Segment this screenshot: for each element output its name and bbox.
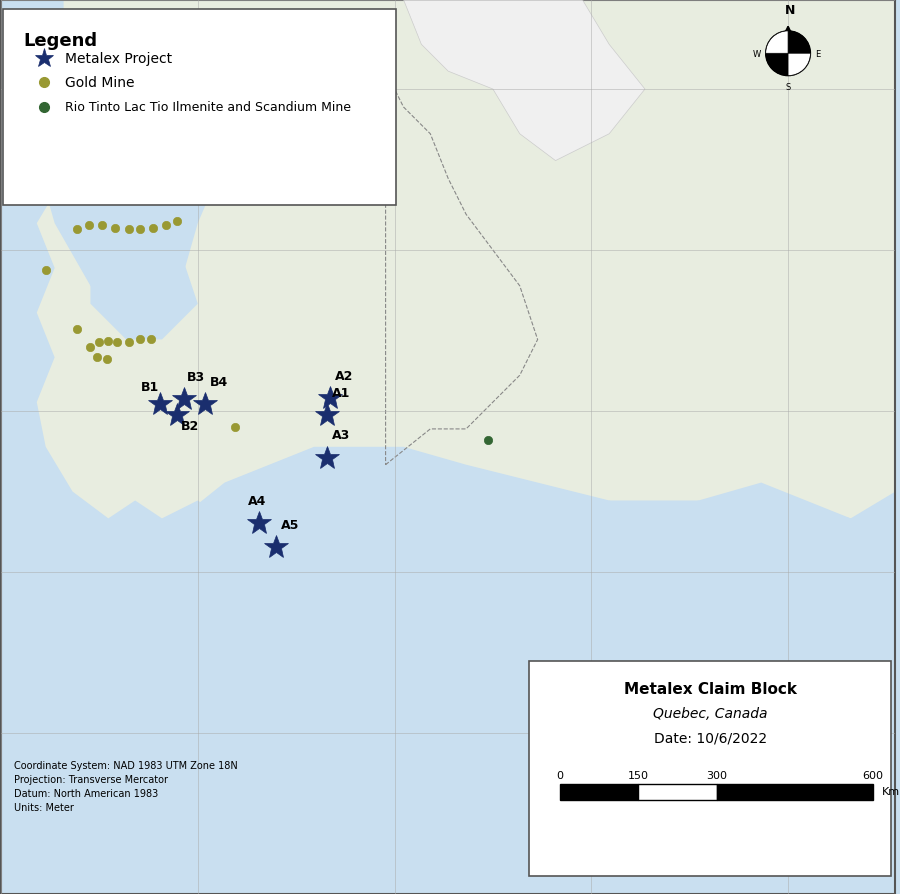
Polygon shape [180,447,895,581]
Text: Metalex Claim Block: Metalex Claim Block [624,681,796,696]
Text: A5: A5 [281,519,300,531]
Polygon shape [403,1,645,162]
Polygon shape [37,1,895,519]
Bar [638,784,716,800]
Bar [560,784,638,800]
Wedge shape [788,55,810,77]
Bar [716,784,873,800]
Text: A1: A1 [332,387,350,400]
Text: A2: A2 [335,369,353,382]
Text: 600: 600 [862,771,884,780]
Text: W: W [753,50,761,59]
Text: B4: B4 [210,375,228,388]
Text: Quebec, Canada: Quebec, Canada [653,706,768,721]
Text: 0: 0 [556,771,563,780]
Text: A3: A3 [332,429,350,442]
Text: Metalex Project: Metalex Project [66,52,173,65]
Wedge shape [766,32,788,55]
Text: Legend: Legend [23,32,97,50]
Text: A4: A4 [248,494,266,507]
Wedge shape [766,55,788,77]
Text: B2: B2 [181,419,199,432]
Polygon shape [37,46,225,313]
Text: B3: B3 [187,371,205,384]
Text: S: S [786,83,791,92]
Text: Rio Tinto Lac Tio Ilmenite and Scandium Mine: Rio Tinto Lac Tio Ilmenite and Scandium … [66,101,351,114]
Text: 150: 150 [628,771,649,780]
Text: Km: Km [882,786,900,797]
Text: Coordinate System: NAD 1983 UTM Zone 18N
Projection: Transverse Mercator
Datum: : Coordinate System: NAD 1983 UTM Zone 18N… [14,760,238,812]
Text: Gold Mine: Gold Mine [66,76,135,89]
Text: N: N [785,4,795,17]
Text: 300: 300 [706,771,727,780]
Text: Date: 10/6/2022: Date: 10/6/2022 [653,730,767,745]
FancyBboxPatch shape [3,10,396,207]
Polygon shape [90,250,198,340]
Text: B1: B1 [140,381,158,393]
FancyBboxPatch shape [528,662,891,876]
Wedge shape [788,32,810,55]
Text: E: E [814,50,820,59]
